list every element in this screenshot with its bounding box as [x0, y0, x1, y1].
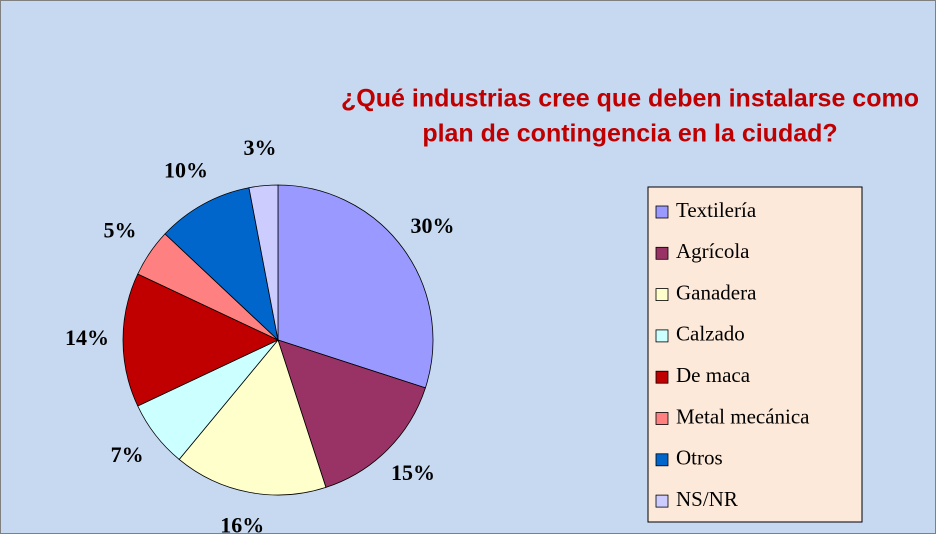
data-label: 3%: [244, 135, 277, 160]
data-label: 7%: [111, 442, 144, 467]
legend-swatch: [655, 329, 669, 343]
legend-label: Ganadera: [676, 280, 757, 304]
legend-label: Textilería: [676, 198, 757, 222]
data-label: 14%: [65, 325, 109, 350]
pie-slice: [178, 339, 327, 496]
legend-swatch: [655, 453, 669, 467]
data-label: 16%: [220, 513, 264, 534]
legend-swatch: [655, 412, 669, 425]
data-label: 5%: [104, 218, 137, 243]
legend-label: Otros: [676, 446, 723, 470]
data-label: 10%: [164, 158, 208, 183]
legend-label: Calzado: [676, 322, 745, 346]
legend-swatch: [655, 288, 669, 302]
legend-label: Metal mecánica: [676, 404, 810, 428]
legend-label: De maca: [676, 363, 751, 387]
legend-swatch: [655, 246, 669, 260]
legend-label: NS/NR: [676, 487, 738, 511]
legend-swatch: [655, 370, 669, 384]
pie-slice: [122, 273, 279, 407]
pie-slice: [277, 184, 434, 389]
pie-slice: [164, 187, 279, 342]
pie-slice: [248, 184, 279, 341]
data-label: 15%: [391, 460, 435, 485]
legend-swatch: [655, 205, 669, 219]
data-label: 30%: [411, 213, 455, 238]
pie-slice: [277, 339, 426, 488]
legend-box: [647, 186, 863, 523]
chart-title: plan de contingencia en la ciudad?: [422, 120, 837, 148]
chart-title: ¿Qué industrias cree que deben instalars…: [341, 85, 919, 113]
legend-swatch: [655, 494, 669, 508]
legend-label: Agrícola: [676, 239, 750, 263]
